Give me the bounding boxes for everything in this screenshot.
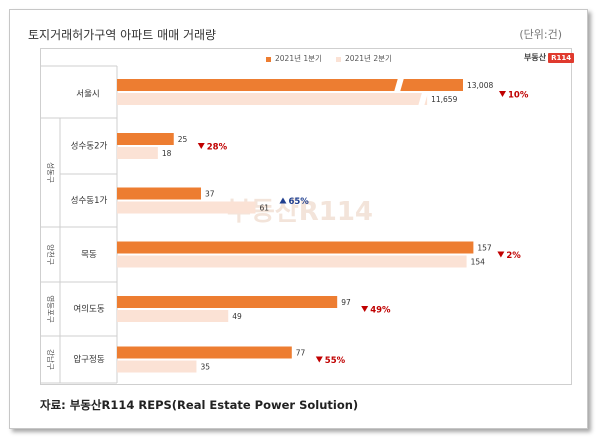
legend-item-1: 2021년 1분기 [266,53,322,64]
chart-title: 토지거래허가구역 아파트 매매 거래량 [28,28,217,42]
brand-logo: 부동산 R114 [524,52,575,63]
logo-text: 부동산 [524,53,547,62]
logo-badge: R114 [548,52,575,63]
unit-label: (단위:건) [519,28,562,41]
legend-label-2: 2021년 2분기 [344,54,392,63]
source-note: 자료: 부동산R114 REPS(Real Estate Power Solut… [40,398,359,412]
legend: 2021년 1분기 2021년 2분기 [266,53,392,64]
legend-swatch-2 [335,56,341,62]
legend-label-1: 2021년 1분기 [275,54,322,63]
legend-swatch-1 [266,56,271,62]
legend-item-2: 2021년 2분기 [335,53,392,64]
plot-panel [40,48,572,385]
